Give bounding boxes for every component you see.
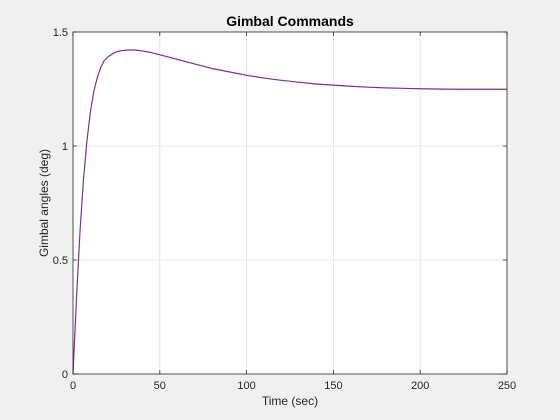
- x-tick-label: 150: [324, 380, 342, 392]
- x-axis-label: Time (sec): [262, 394, 318, 408]
- plot-frame: [72, 31, 508, 375]
- x-tick-label: 100: [237, 380, 255, 392]
- x-tick-label: 250: [498, 380, 516, 392]
- plot-area: [73, 32, 507, 374]
- y-axis-label: Gimbal angles (deg): [37, 149, 51, 257]
- y-tick-label: 0.5: [53, 255, 68, 267]
- y-tick-label: 0: [62, 369, 68, 381]
- series-line-0: [72, 49, 507, 375]
- series-layer: [72, 49, 507, 375]
- y-tick-label: 1.5: [53, 27, 68, 39]
- y-tick-label: 1: [62, 141, 68, 153]
- chart-title: Gimbal Commands: [226, 13, 354, 29]
- x-tick-label: 50: [154, 380, 166, 392]
- x-tick-label: 0: [70, 380, 76, 392]
- ticks: 0 50 100 150 200 250 0 0.5 1 1.5: [53, 27, 516, 392]
- x-tick-label: 200: [411, 380, 429, 392]
